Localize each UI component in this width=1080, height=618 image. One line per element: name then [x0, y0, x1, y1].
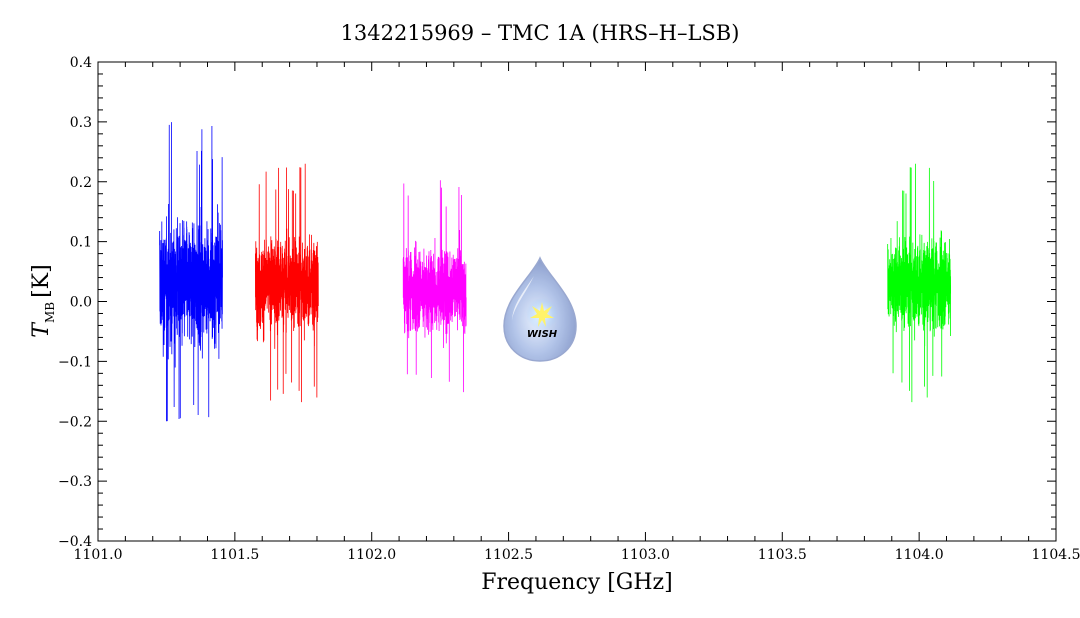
x-tick-label: 1103.5 — [758, 547, 807, 563]
y-tick-labels: −0.4 −0.3 −0.2 −0.1 0.0 0.1 0.2 0.3 0.4 — [58, 55, 92, 550]
y-tick-label: −0.1 — [58, 354, 92, 370]
y-axis-label-main: T — [29, 321, 54, 338]
y-tick-label: −0.2 — [58, 414, 92, 430]
wish-logo-text: WISH — [527, 329, 558, 340]
y-tick-label: −0.4 — [58, 534, 92, 550]
chart-title: 1342215969 – TMC 1A (HRS–H–LSB) — [341, 21, 740, 45]
spectrum-series-3 — [402, 180, 467, 393]
x-tick-label: 1102.5 — [484, 547, 533, 563]
spectrum-series-2 — [254, 163, 319, 403]
x-tick-label: 1103.0 — [621, 547, 670, 563]
x-tick-labels: 1101.0 1101.5 1102.0 1102.5 1103.0 1103.5 1104… — [74, 547, 1080, 563]
y-tick-label: 0.2 — [70, 175, 92, 191]
spectrum-series-1 — [159, 122, 223, 422]
y-tick-label: 0.0 — [70, 295, 92, 311]
svg-text:TMB[K]: TMB [K] — [29, 264, 57, 337]
y-tick-label: −0.3 — [58, 474, 92, 490]
y-tick-label: 0.1 — [70, 235, 92, 251]
x-tick-label: 1104.5 — [1032, 547, 1080, 563]
y-tick-label: 0.3 — [70, 115, 92, 131]
tick-layer — [97, 61, 1057, 542]
x-tick-label: 1101.5 — [210, 547, 259, 563]
series-layer — [159, 122, 952, 422]
spectrum-series-4 — [887, 163, 952, 403]
x-tick-label: 1101.0 — [74, 547, 123, 563]
y-axis-label: TMB [K] — [29, 264, 57, 337]
x-tick-label: 1104.0 — [895, 547, 944, 563]
wish-droplet-logo-icon: WISH — [503, 256, 577, 362]
y-tick-label: 0.4 — [70, 55, 92, 71]
x-tick-label: 1102.0 — [347, 547, 396, 563]
x-axis-label: Frequency [GHz] — [481, 570, 673, 595]
y-axis-label-unit: [K] — [29, 264, 54, 298]
y-axis-label-sub: MB — [43, 302, 57, 323]
